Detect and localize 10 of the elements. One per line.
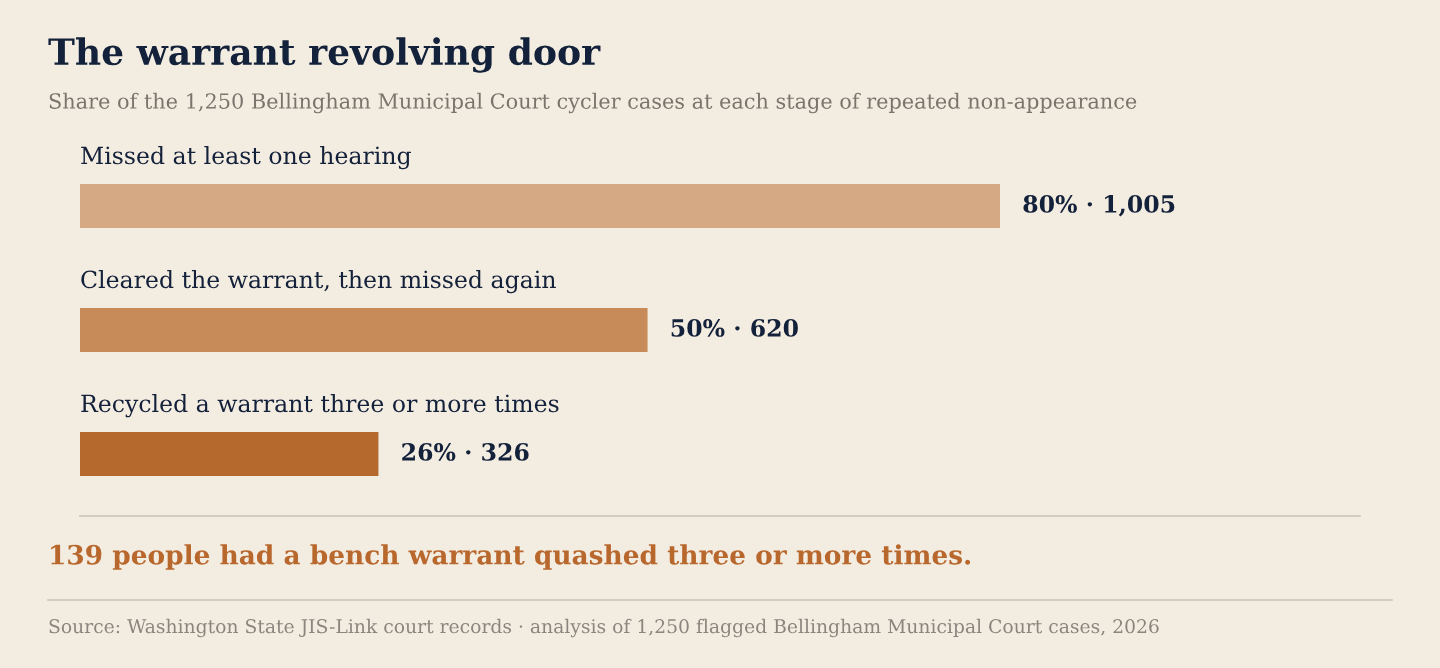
data-label: 26% · 326 — [402, 442, 529, 461]
y-tick-label: Cleared the warrant, then missed again — [81, 270, 556, 294]
source-note: Source: Washington State JIS-Link court records · analysis of 1,250 flagged Bellingham Municipal Court cases, 2026 — [49, 618, 1159, 638]
data-label: 50% · 620 — [671, 318, 798, 337]
data-label: 80% · 1,005 — [1023, 194, 1175, 217]
y-tick-label: Missed at least one hearing — [81, 146, 411, 170]
chart-title: The warrant revolving door — [48, 37, 601, 73]
chart-subtitle: Share of the 1,250 Bellingham Municipal Court cycler cases at each stage of repeated non-appearance — [49, 92, 1137, 114]
y-tick-label: Recycled a warrant three or more times — [81, 394, 559, 418]
text: 139 people had a bench warrant quashed three or more times. — [51, 544, 971, 570]
